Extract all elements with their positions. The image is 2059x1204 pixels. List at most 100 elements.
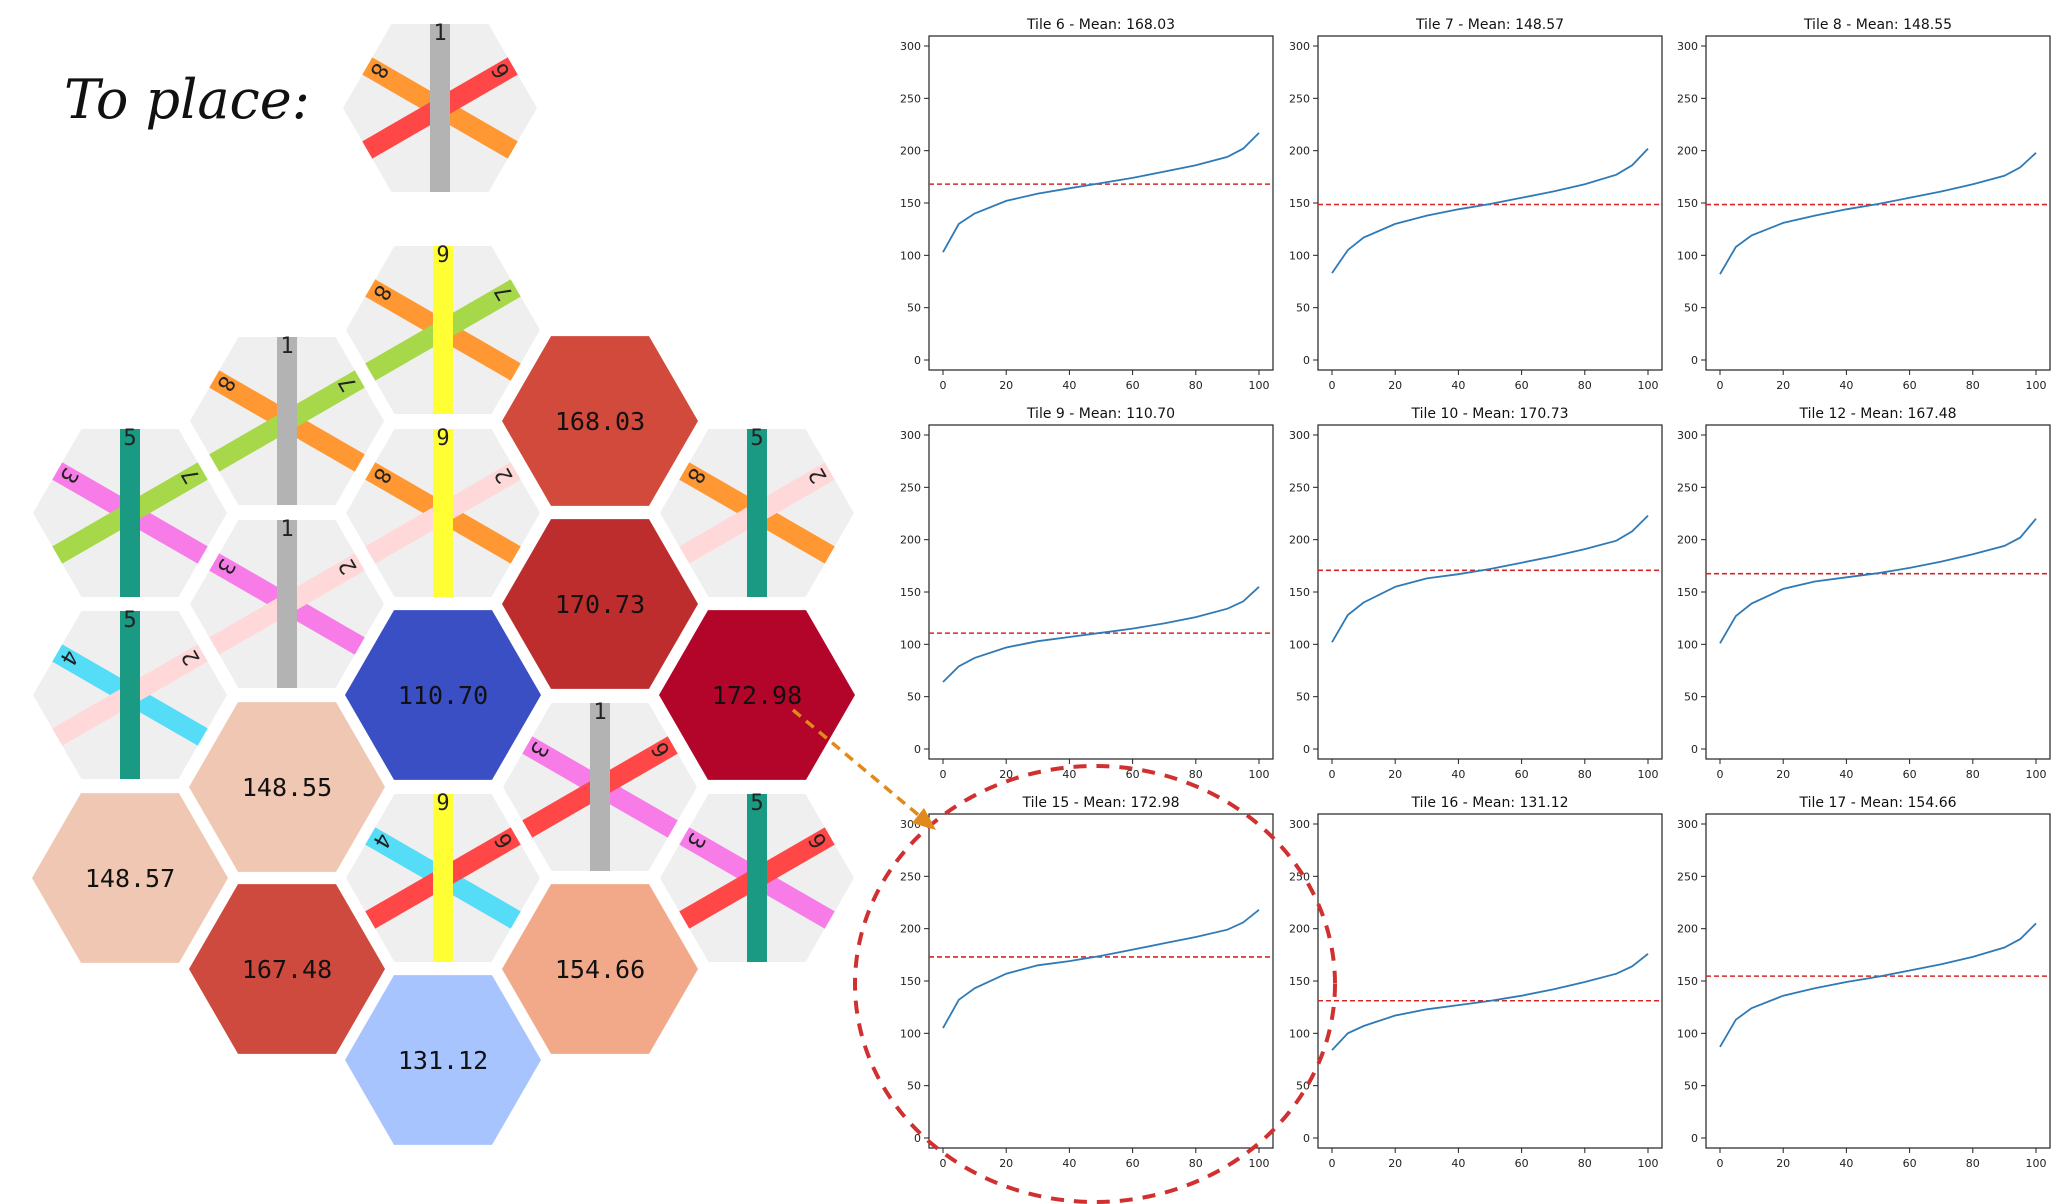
vertical-label: 1 xyxy=(280,334,293,359)
highlight-circle xyxy=(853,764,1337,1204)
vertical-label: 1 xyxy=(280,517,293,542)
y-tick-label: 200 xyxy=(1289,534,1310,547)
mean-hex xyxy=(189,702,385,872)
x-tick-label: 20 xyxy=(1388,379,1402,392)
vertical-label: 5 xyxy=(123,608,136,633)
y-tick-label: 300 xyxy=(1289,429,1310,442)
y-tick-label: 200 xyxy=(1289,923,1310,936)
chart-panel: Tile 16 - Mean: 131.12050100150200250300… xyxy=(1289,795,1663,1170)
y-tick-label: 100 xyxy=(1289,1027,1310,1040)
x-tick-label: 100 xyxy=(2026,379,2047,392)
chart-panel: Tile 15 - Mean: 172.98050100150200250300… xyxy=(900,795,1274,1170)
vertical-label: 5 xyxy=(750,426,763,451)
y-tick-label: 200 xyxy=(900,534,921,547)
tile-to-place: 18 6 xyxy=(343,21,537,192)
x-tick-label: 20 xyxy=(1776,379,1790,392)
x-tick-label: 80 xyxy=(1578,1157,1592,1170)
sorted-values-line xyxy=(942,586,1260,683)
y-tick-label: 0 xyxy=(1691,354,1698,367)
y-tick-label: 50 xyxy=(1296,302,1310,315)
x-tick-label: 0 xyxy=(940,379,947,392)
strip-tile: 18 7 xyxy=(190,334,384,505)
vertical-strip xyxy=(433,429,453,597)
x-tick-label: 20 xyxy=(1776,768,1790,781)
vertical-label: 5 xyxy=(750,791,763,816)
x-tick-label: 20 xyxy=(999,768,1013,781)
x-tick-label: 80 xyxy=(1189,379,1203,392)
strip-tile: 53 6 xyxy=(660,791,854,962)
mean-tile: 148.57 xyxy=(32,793,228,963)
x-tick-label: 100 xyxy=(2026,768,2047,781)
y-tick-label: 300 xyxy=(1289,40,1310,53)
y-tick-label: 150 xyxy=(1677,197,1698,210)
chart-panel: Tile 9 - Mean: 110.70 0 50 100 150 200 250 300 0… xyxy=(900,406,1274,781)
mean-tile: 170.73 xyxy=(502,519,698,689)
sorted-values-line xyxy=(1719,518,2037,644)
mean-value: 148.55 xyxy=(242,773,332,802)
mean-value: 154.66 xyxy=(555,955,645,984)
vertical-label: 9 xyxy=(436,243,449,268)
x-tick-label: 0 xyxy=(940,1157,947,1170)
mean-tile: 131.12 xyxy=(345,975,541,1145)
sorted-values-line xyxy=(1331,514,1649,643)
y-tick-label: 250 xyxy=(900,92,921,105)
y-tick-label: 0 xyxy=(1303,743,1310,756)
plot-frame xyxy=(1705,35,2051,371)
plot-frame xyxy=(1317,35,1663,371)
mean-value: 131.12 xyxy=(398,1046,488,1075)
x-tick-label: 100 xyxy=(2026,1157,2047,1170)
mean-hex xyxy=(345,975,541,1145)
x-tick-label: 0 xyxy=(1329,379,1336,392)
x-tick-label: 60 xyxy=(1515,768,1529,781)
y-tick-label: 300 xyxy=(1677,818,1698,831)
x-tick-label: 20 xyxy=(999,379,1013,392)
chart-title: Tile 17 - Mean: 154.66 xyxy=(1798,795,1956,811)
chart-title: Tile 9 - Mean: 110.70 xyxy=(1026,406,1175,422)
y-tick-label: 250 xyxy=(1289,92,1310,105)
vertical-strip xyxy=(433,246,453,414)
x-tick-label: 60 xyxy=(1515,1157,1529,1170)
y-tick-label: 250 xyxy=(1289,870,1310,883)
mean-tile: 148.55 xyxy=(189,702,385,872)
x-tick-label: 20 xyxy=(1776,1157,1790,1170)
y-tick-label: 0 xyxy=(1691,743,1698,756)
x-tick-label: 20 xyxy=(1388,768,1402,781)
mean-hex xyxy=(502,336,698,506)
x-tick-label: 40 xyxy=(1839,1157,1853,1170)
plot-frame xyxy=(928,424,1274,760)
y-tick-label: 100 xyxy=(1677,1027,1698,1040)
y-tick-label: 150 xyxy=(900,975,921,988)
x-tick-label: 40 xyxy=(1451,768,1465,781)
y-tick-label: 300 xyxy=(1289,818,1310,831)
y-tick-label: 100 xyxy=(1677,249,1698,262)
y-tick-label: 200 xyxy=(1677,534,1698,547)
arrow-to-tile-15 xyxy=(791,708,936,830)
vertical-label: 9 xyxy=(436,426,449,451)
mean-hex xyxy=(502,519,698,689)
y-tick-label: 250 xyxy=(1677,481,1698,494)
y-tick-label: 0 xyxy=(1691,1132,1698,1145)
x-tick-label: 100 xyxy=(1249,379,1270,392)
y-tick-label: 0 xyxy=(914,1132,921,1145)
y-tick-label: 100 xyxy=(1677,638,1698,651)
mean-tile: 167.48 xyxy=(189,884,385,1054)
y-tick-label: 300 xyxy=(1677,429,1698,442)
mean-value: 170.73 xyxy=(555,590,645,619)
mean-hex xyxy=(32,793,228,963)
x-tick-label: 40 xyxy=(1062,768,1076,781)
vertical-label: 1 xyxy=(433,21,446,46)
y-tick-label: 300 xyxy=(900,429,921,442)
x-tick-label: 60 xyxy=(1515,379,1529,392)
y-tick-label: 100 xyxy=(900,638,921,651)
y-tick-label: 100 xyxy=(900,249,921,262)
y-tick-label: 100 xyxy=(1289,249,1310,262)
y-tick-label: 50 xyxy=(907,1080,921,1093)
x-tick-label: 20 xyxy=(999,1157,1013,1170)
chart-title: Tile 7 - Mean: 148.57 xyxy=(1415,17,1564,33)
x-tick-label: 0 xyxy=(1329,768,1336,781)
y-tick-label: 50 xyxy=(907,302,921,315)
x-tick-label: 80 xyxy=(1189,768,1203,781)
strip-tile: 98 2 xyxy=(346,426,540,597)
vertical-strip xyxy=(277,520,297,688)
